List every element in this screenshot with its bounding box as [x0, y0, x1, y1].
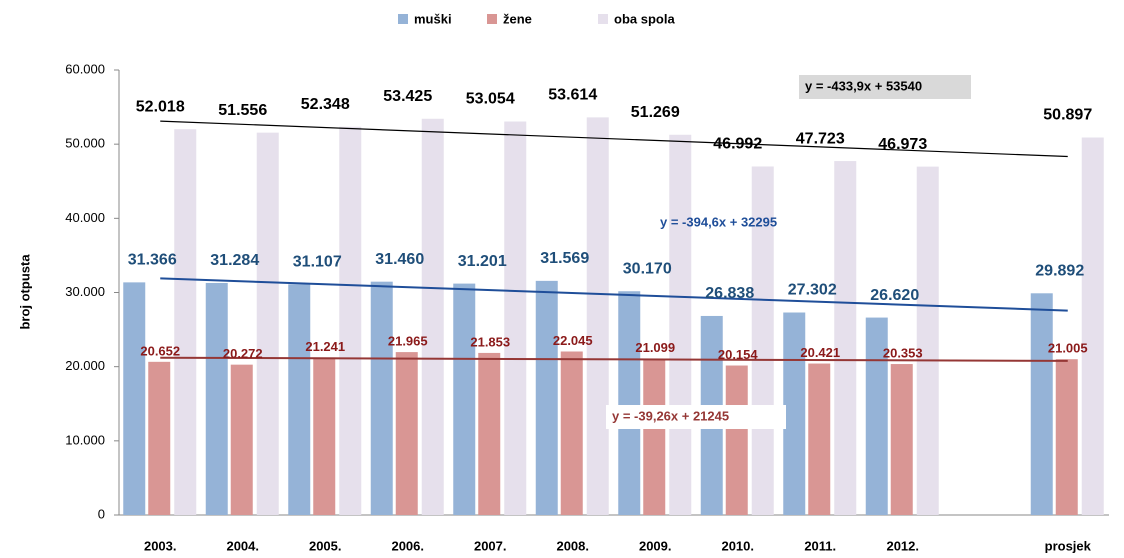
x-tick-label: 2009.	[639, 538, 672, 553]
value-label: 29.892	[1035, 263, 1084, 280]
legend-label: muški	[414, 11, 452, 26]
value-label: 52.018	[136, 98, 185, 115]
bar	[586, 117, 609, 516]
value-label: 20.272	[223, 346, 263, 361]
y-tick-label: 40.000	[65, 210, 105, 225]
value-label: 53.425	[383, 88, 432, 105]
value-label: 20.353	[883, 345, 923, 360]
y-tick-label: 20.000	[65, 358, 105, 373]
bar	[174, 129, 197, 515]
value-label: 53.614	[548, 87, 597, 104]
bar	[618, 291, 641, 515]
value-label: 31.460	[375, 251, 424, 268]
value-label: 46.973	[878, 136, 927, 153]
trendline	[160, 120, 1068, 158]
x-tick-label: 2005.	[309, 538, 342, 553]
value-label: 21.099	[635, 340, 675, 355]
bar	[313, 357, 336, 515]
bar	[725, 365, 748, 515]
value-label: 31.366	[128, 252, 177, 269]
value-label: 31.569	[540, 250, 589, 267]
trendline	[160, 277, 1068, 312]
bar	[288, 284, 311, 515]
bar	[123, 282, 146, 515]
legend-label: oba spola	[614, 11, 675, 26]
bar	[865, 317, 888, 515]
bar	[890, 364, 913, 515]
value-label: 50.897	[1043, 107, 1092, 124]
legend-swatch	[398, 14, 408, 24]
x-tick-label: 2006.	[391, 538, 424, 553]
y-tick-label: 50.000	[65, 136, 105, 151]
bar	[205, 282, 228, 515]
trendline	[160, 356, 1068, 362]
value-label: 52.348	[301, 96, 350, 113]
y-axis-label: broj otpusta	[17, 254, 32, 330]
x-tick-label: prosjek	[1045, 538, 1092, 553]
bar	[148, 361, 171, 515]
bar	[478, 352, 501, 515]
bar	[395, 352, 418, 515]
bar	[535, 280, 558, 515]
value-label: 31.201	[458, 253, 507, 270]
value-label: 47.723	[796, 130, 845, 147]
bar	[783, 312, 806, 515]
bar	[669, 134, 692, 515]
trendline-label-box	[606, 405, 786, 429]
value-label: 26.838	[705, 285, 754, 302]
bar	[421, 118, 444, 515]
bar	[256, 132, 279, 515]
bar	[339, 126, 362, 516]
legend-swatch	[487, 14, 497, 24]
bar	[560, 351, 583, 515]
y-tick-label: 30.000	[65, 284, 105, 299]
bar	[453, 283, 476, 515]
value-label: 51.556	[218, 102, 267, 119]
trendline-label: y = -394,6x + 32295	[660, 214, 777, 229]
bar	[834, 161, 857, 515]
trendline-label: y = -39,26x + 21245	[612, 408, 729, 423]
bar	[916, 166, 939, 515]
value-label: 20.652	[140, 343, 180, 358]
value-label: 31.107	[293, 254, 342, 271]
value-label: 21.853	[470, 334, 510, 349]
x-tick-label: 2008.	[556, 538, 589, 553]
x-tick-label: 2007.	[474, 538, 507, 553]
value-label: 20.421	[800, 345, 840, 360]
x-tick-label: 2003.	[144, 538, 177, 553]
x-tick-label: 2010.	[721, 538, 754, 553]
value-label: 30.170	[623, 260, 672, 277]
legend-label: žene	[503, 11, 532, 26]
value-label: 26.620	[870, 287, 919, 304]
x-tick-label: 2011.	[804, 538, 836, 553]
trendline-label-box	[799, 75, 971, 99]
bar	[808, 363, 831, 515]
value-label: 51.269	[631, 104, 680, 121]
bar	[643, 358, 666, 515]
trendline-label: y = -433,9x + 53540	[805, 78, 922, 93]
bar	[370, 281, 393, 515]
bar	[230, 364, 253, 515]
bar	[504, 121, 527, 515]
y-tick-label: 60.000	[65, 61, 105, 76]
y-tick-label: 0	[98, 506, 105, 521]
value-label: 27.302	[788, 282, 837, 299]
value-label: 31.284	[210, 252, 259, 269]
x-tick-label: 2012.	[886, 538, 919, 553]
legend-swatch	[598, 14, 608, 24]
value-label: 22.045	[553, 333, 593, 348]
value-label: 21.005	[1048, 341, 1088, 356]
value-label: 21.965	[388, 334, 428, 349]
value-label: 46.992	[713, 136, 762, 153]
bar	[1030, 293, 1053, 515]
y-tick-label: 10.000	[65, 432, 105, 447]
value-label: 21.241	[305, 339, 345, 354]
x-tick-label: 2004.	[226, 538, 259, 553]
bar	[1081, 137, 1104, 515]
value-label: 53.054	[466, 91, 515, 108]
bar	[1055, 359, 1078, 515]
value-label: 20.154	[718, 347, 759, 362]
